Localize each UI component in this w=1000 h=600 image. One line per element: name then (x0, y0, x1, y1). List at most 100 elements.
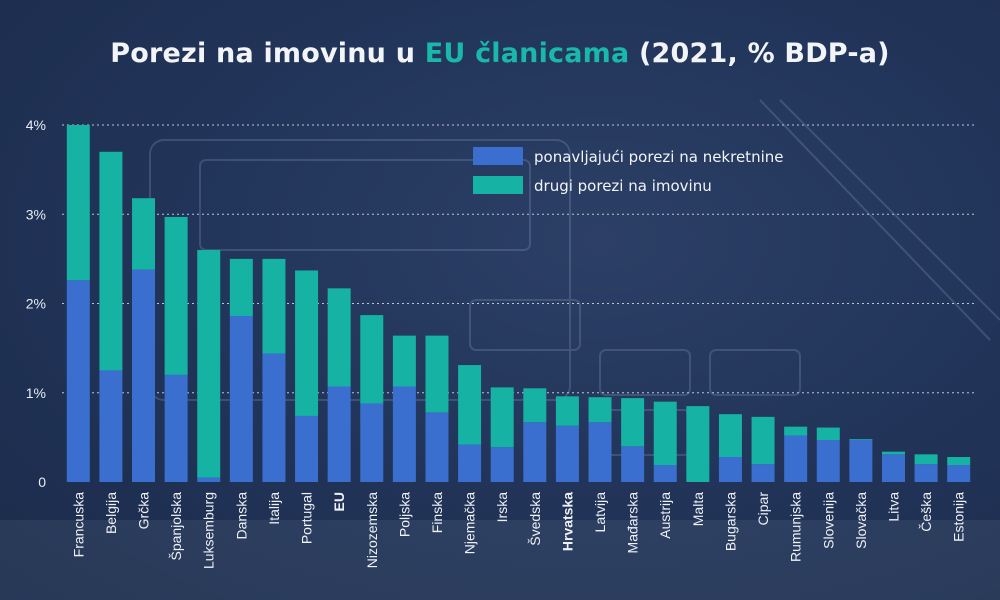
bar-recurring (621, 446, 645, 482)
x-tick-label: Estonija (951, 492, 967, 542)
legend: ponavljajući porezi na nekretnine drugi … (473, 147, 783, 195)
bar-other (360, 315, 384, 404)
legend-swatch-other (473, 176, 523, 194)
bar-recurring (458, 444, 482, 482)
x-tick-label: Bugarska (722, 492, 738, 551)
bar-other (458, 365, 482, 445)
bar-recurring (849, 440, 873, 482)
bar-other (262, 258, 286, 354)
bar-recurring (784, 435, 808, 482)
bar-other (914, 454, 938, 465)
bar-recurring (881, 454, 905, 482)
x-tick-label: Latvija (592, 492, 608, 533)
bar-other (229, 258, 253, 316)
bar-recurring (360, 403, 384, 482)
y-tick-label: 4% (26, 117, 46, 133)
title-highlight: EU članicama (424, 38, 630, 69)
gridlines (62, 124, 975, 394)
x-tick-label: Luksemburg (201, 492, 217, 569)
bar-other (816, 427, 840, 441)
x-tick-label: Švedska (527, 492, 543, 546)
x-tick-label: EU (331, 492, 347, 511)
bar-other (621, 398, 645, 447)
x-tick-label: Nizozemska (364, 492, 380, 568)
bar-recurring (523, 422, 547, 482)
bar-other (392, 335, 416, 387)
y-tick-label: 2% (26, 296, 46, 312)
bar-other (295, 270, 319, 416)
legend-swatch-recurring (473, 147, 523, 165)
x-tick-label: Poljska (396, 492, 412, 537)
y-axis: 0 1% 2% 3% 4% (26, 117, 46, 490)
x-tick-label: Danska (233, 492, 249, 540)
chart-title: Porezi na imovinu u EU članicama (2021, … (0, 38, 1000, 69)
bar-other (947, 457, 971, 466)
bar-recurring (490, 447, 514, 482)
x-tick-label: Slovačka (853, 492, 869, 549)
x-tick-label: Austrija (657, 492, 673, 539)
bar-recurring (555, 425, 579, 482)
x-tick-label: Cipar (755, 492, 771, 526)
bar-recurring (66, 280, 90, 482)
x-tick-label: Belgija (103, 492, 119, 534)
bars (66, 125, 971, 482)
bar-other (132, 198, 156, 270)
bar-recurring (653, 465, 677, 482)
bar-other (718, 414, 742, 458)
bar-recurring (947, 465, 971, 482)
bar-recurring (816, 440, 840, 482)
bar-recurring (99, 370, 123, 482)
bar-recurring (164, 374, 188, 482)
legend-label-other: drugi porezi na imovinu (534, 177, 712, 195)
y-tick-label: 3% (26, 206, 46, 222)
x-tick-label: Rumunjska (788, 492, 804, 562)
x-tick-label: Malta (690, 492, 706, 526)
bar-other (881, 451, 905, 455)
bar-other (99, 151, 123, 371)
y-tick-label: 0 (38, 474, 46, 490)
x-tick-label: Italija (266, 492, 282, 525)
x-tick-label: Hrvatska (559, 492, 575, 551)
bar-recurring (425, 412, 449, 482)
bar-recurring (229, 315, 253, 482)
bar-recurring (132, 269, 156, 482)
x-tick-label: Češka (918, 492, 934, 532)
bar-recurring (392, 386, 416, 482)
bar-other (686, 406, 710, 482)
bar-other (653, 401, 677, 466)
bar-recurring (588, 422, 612, 482)
bar-recurring (327, 386, 351, 482)
bar-recurring (718, 457, 742, 482)
x-tick-label: Portugal (299, 492, 315, 544)
x-tick-label: Francuska (70, 492, 86, 558)
legend-label-recurring: ponavljajući porezi na nekretnine (534, 148, 783, 166)
bar-other (849, 439, 873, 441)
bar-other (425, 335, 449, 413)
title-part2: (2021, % BDP-a) (629, 38, 890, 69)
x-tick-label: Mađarska (625, 492, 641, 554)
bar-other (197, 249, 221, 478)
bar-other (751, 416, 775, 465)
bar-recurring (751, 464, 775, 482)
title-part1: Porezi na imovinu u (110, 38, 425, 69)
x-tick-label: Finska (429, 492, 445, 533)
x-tick-label: Slovenija (820, 492, 836, 549)
x-tick-label: Litva (885, 492, 901, 522)
bar-recurring (295, 415, 319, 482)
bar-recurring (914, 464, 938, 482)
bar-other (588, 397, 612, 423)
y-tick-label: 1% (26, 385, 46, 401)
x-tick-label: Španjolska (168, 492, 184, 561)
bar-other (164, 216, 188, 375)
bar-other (327, 288, 351, 387)
bar-recurring (262, 353, 286, 482)
bar-other (490, 387, 514, 448)
bar-other (523, 388, 547, 423)
bar-other (784, 426, 808, 436)
x-axis: Francuska Belgija Grčka Španjolska Luksembur… (70, 492, 966, 569)
bar-other (555, 396, 579, 426)
bar-other (66, 125, 90, 281)
